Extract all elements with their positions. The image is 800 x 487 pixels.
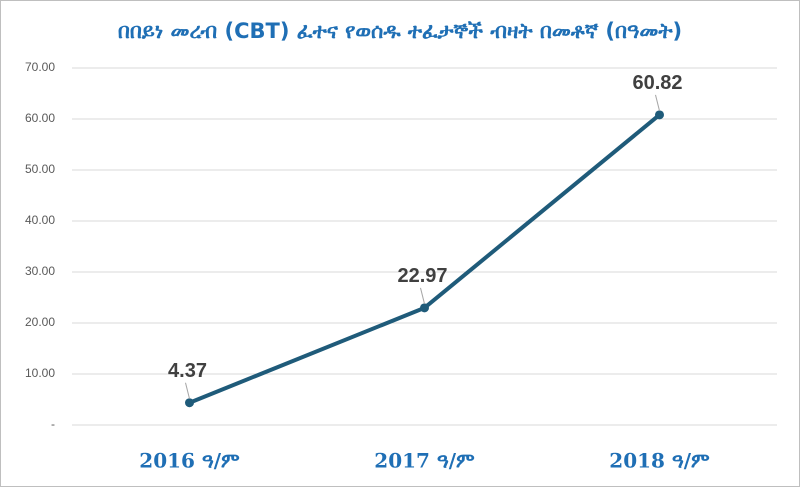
label-leader: [420, 287, 425, 304]
data-point: [655, 110, 664, 120]
x-tick-label: 2017 ዓ/ም: [374, 449, 475, 473]
y-tick-label: 50.00: [25, 162, 55, 176]
chart-title: በበይነ መረብ (CBT) ፈተና የወሰዱ ተፈታኞች ብዛት በመቶኛ (…: [118, 19, 682, 43]
y-tick-label: -: [51, 417, 55, 431]
data-point: [420, 303, 429, 313]
label-leader: [185, 382, 190, 399]
y-tick-label: 30.00: [25, 264, 55, 278]
y-tick-label: 10.00: [25, 366, 55, 380]
y-tick-label: 40.00: [25, 213, 55, 227]
data-label: 22.97: [397, 265, 447, 287]
y-tick-label: 70.00: [25, 60, 55, 74]
label-leader: [655, 94, 660, 111]
data-point: [185, 398, 194, 408]
y-tick-label: 60.00: [25, 111, 55, 125]
x-tick-label: 2016 ዓ/ም: [139, 449, 240, 473]
data-label: 60.82: [632, 72, 682, 94]
x-tick-label: 2018 ዓ/ም: [609, 449, 710, 473]
data-label: 4.37: [168, 360, 207, 382]
y-tick-label: 20.00: [25, 315, 55, 329]
